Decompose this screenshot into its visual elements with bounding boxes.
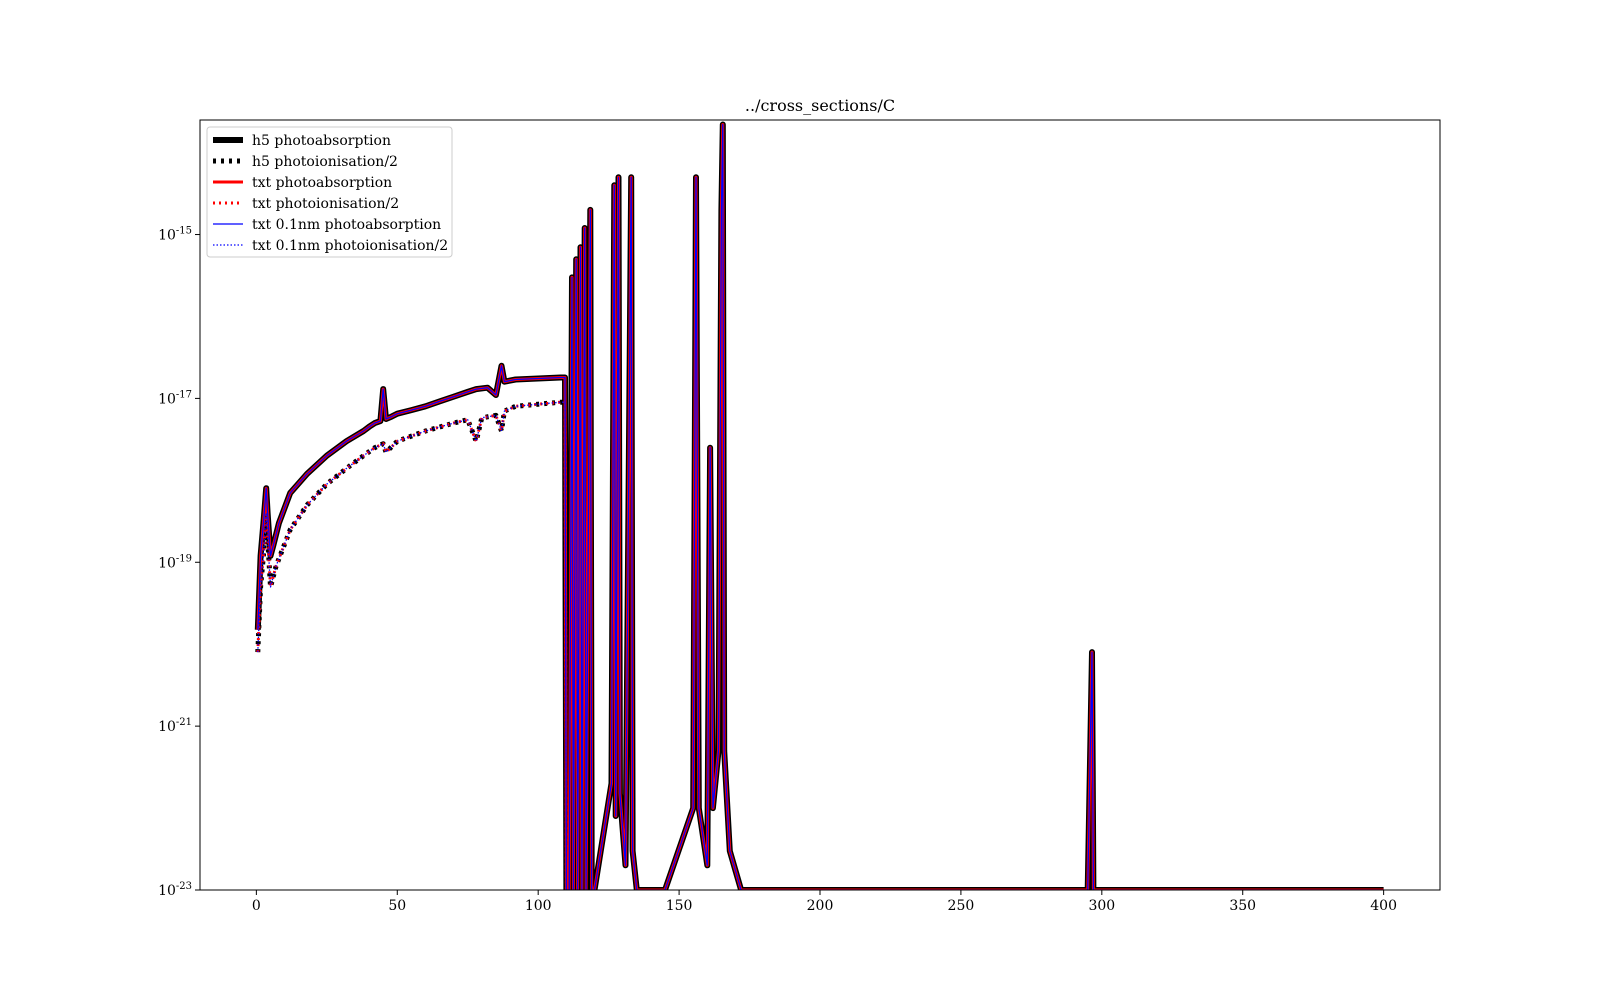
legend-label: txt photoabsorption bbox=[252, 175, 392, 191]
x-tick-label: 150 bbox=[666, 898, 693, 914]
y-tick-label: 10-23 bbox=[158, 881, 192, 899]
series-line-6 bbox=[257, 401, 568, 890]
legend: h5 photoabsorption h5 photoionisation/2 tx… bbox=[206, 126, 453, 258]
x-tick-label: 100 bbox=[525, 898, 552, 914]
legend-label: txt 0.1nm photoionisation/2 bbox=[252, 238, 448, 254]
x-tick-label: 50 bbox=[388, 898, 406, 914]
x-tick-label: 400 bbox=[1370, 898, 1397, 914]
legend-label: txt photoionisation/2 bbox=[252, 196, 399, 212]
x-axis: 0 50 100 150 200 250 300 350 400 bbox=[252, 890, 1397, 914]
series-line-5 bbox=[257, 123, 1384, 890]
chart-title: ../cross_sections/C bbox=[745, 96, 895, 115]
legend-label: h5 photoionisation/2 bbox=[252, 154, 398, 170]
legend-label: txt 0.1nm photoabsorption bbox=[252, 217, 441, 233]
y-tick-label: 10-17 bbox=[158, 389, 192, 407]
legend-frame bbox=[206, 126, 453, 258]
x-tick-label: 350 bbox=[1229, 898, 1256, 914]
series-layer bbox=[254, 121, 1384, 890]
y-tick-label: 10-15 bbox=[158, 226, 192, 244]
y-tick-label: 10-21 bbox=[158, 717, 192, 735]
x-tick-label: 250 bbox=[948, 898, 975, 914]
y-axis: 10-23 10-21 10-19 10-17 10-15 bbox=[158, 226, 200, 899]
legend-label: h5 photoabsorption bbox=[252, 133, 391, 149]
x-tick-label: 300 bbox=[1088, 898, 1115, 914]
x-tick-label: 0 bbox=[252, 898, 261, 914]
x-tick-label: 200 bbox=[807, 898, 834, 914]
y-tick-label: 10-19 bbox=[158, 553, 192, 571]
